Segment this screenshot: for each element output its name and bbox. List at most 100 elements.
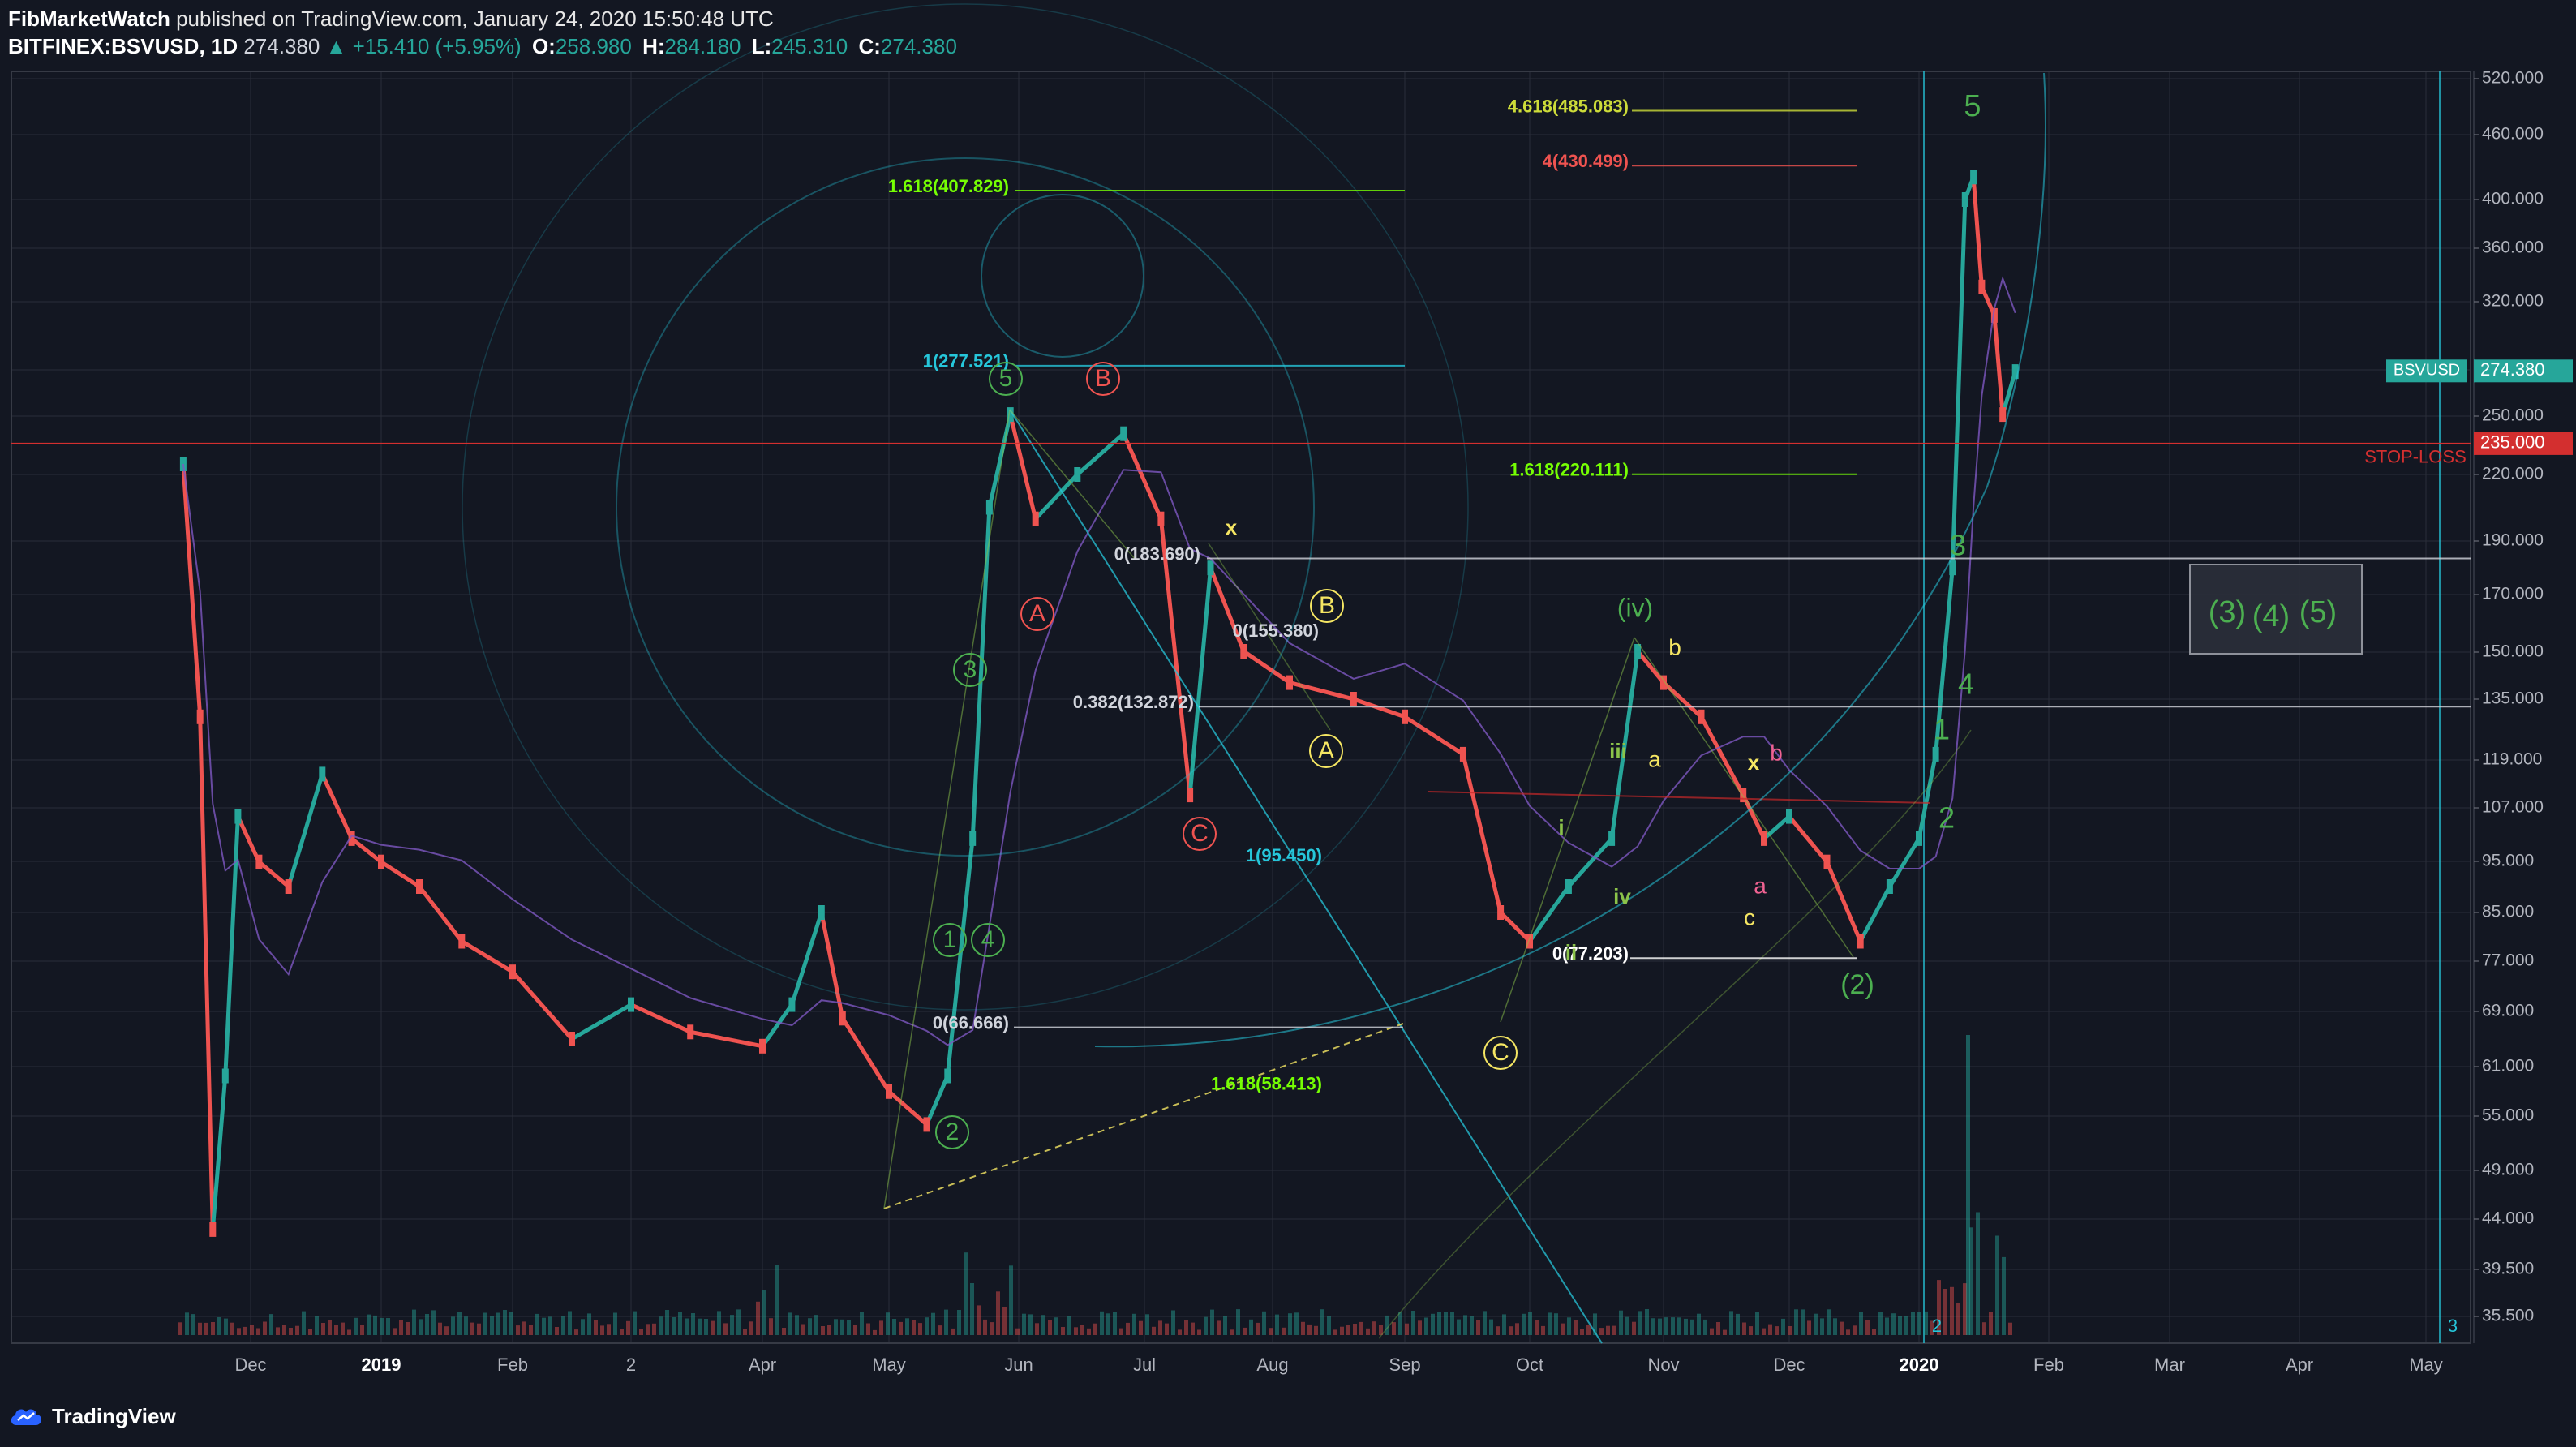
- wave-label: a: [1754, 873, 1767, 898]
- price-segment: [1566, 836, 1614, 889]
- volume-bar: [1606, 1325, 1610, 1335]
- volume-bar: [633, 1311, 637, 1335]
- volume-bar: [1982, 1322, 1986, 1335]
- volume-bar: [1106, 1313, 1110, 1335]
- price-segment: [350, 836, 384, 865]
- volume-bar: [1256, 1322, 1260, 1335]
- volume-bar: [1405, 1323, 1409, 1335]
- price-candle: [687, 1024, 694, 1040]
- volume-bar: [535, 1313, 539, 1335]
- time-tick-label: Mar: [2154, 1355, 2185, 1375]
- volume-bar: [263, 1321, 267, 1335]
- volume-bar: [1658, 1318, 1662, 1335]
- price-candle: [1565, 879, 1572, 894]
- price-candle: [1999, 407, 2007, 423]
- price-segment: [1158, 517, 1192, 797]
- volume-bar: [1522, 1313, 1526, 1335]
- volume-bar: [1878, 1312, 1883, 1335]
- volume-bar: [652, 1323, 656, 1335]
- volume-bar: [1392, 1322, 1396, 1335]
- volume-bar: [516, 1325, 520, 1335]
- volume-bar: [587, 1313, 591, 1335]
- volume-bar: [1152, 1326, 1156, 1335]
- price-segment: [1971, 174, 1984, 290]
- time-tick-label: Aug: [1256, 1355, 1288, 1375]
- volume-bar: [269, 1314, 273, 1335]
- volume-bar: [1411, 1311, 1415, 1335]
- volume-bar: [1593, 1313, 1597, 1335]
- price-tick-label: 77.000: [2482, 951, 2534, 970]
- volume-bar: [1184, 1320, 1188, 1335]
- volume-bar: [723, 1323, 728, 1335]
- volume-bar: [600, 1325, 604, 1335]
- price-candle: [209, 1222, 217, 1237]
- price-candle: [839, 1011, 846, 1026]
- price-segment: [1351, 697, 1407, 719]
- volume-bar: [866, 1323, 870, 1335]
- wave-label: 3: [1950, 529, 1966, 562]
- wave-label-circle: [933, 923, 967, 957]
- volume-bar: [1359, 1321, 1363, 1335]
- tradingview-logo[interactable]: TradingView: [8, 1400, 176, 1432]
- target-box: [2189, 564, 2363, 655]
- volume-bar: [912, 1320, 916, 1335]
- author-name[interactable]: FibMarketWatch: [8, 6, 170, 31]
- price-candle: [416, 879, 423, 894]
- volume-bar: [938, 1325, 942, 1335]
- volume-bar: [451, 1316, 455, 1335]
- stop-loss-label: STOP-LOSS: [2364, 447, 2467, 467]
- wave-path-line: [1500, 637, 1635, 1023]
- price-axis[interactable]: 520.000460.000400.000360.000320.000275.0…: [2474, 69, 2576, 1343]
- volume-bar: [1989, 1312, 1993, 1335]
- volume-bar: [1775, 1326, 1779, 1335]
- volume-bar: [782, 1328, 786, 1335]
- high-value: 284.180: [664, 34, 741, 58]
- wave-label: x: [1226, 515, 1238, 539]
- price-candle: [1857, 934, 1864, 949]
- price-tick-label: 44.000: [2482, 1209, 2534, 1228]
- volume-bar: [1262, 1311, 1266, 1335]
- volume-bar: [1716, 1322, 1720, 1335]
- volume-bar: [1801, 1309, 1805, 1335]
- volume-bar: [1807, 1320, 1811, 1335]
- price-tick-label: 520.000: [2482, 69, 2544, 88]
- price-segment: [1950, 197, 1968, 570]
- volume-bar: [1963, 1283, 1967, 1335]
- volume-bar: [691, 1313, 695, 1335]
- volume-bar: [613, 1312, 617, 1335]
- wave-label-circle: [953, 653, 987, 687]
- volume-bar: [373, 1315, 377, 1335]
- volume-bar: [1632, 1321, 1636, 1335]
- volume-bar: [224, 1318, 228, 1335]
- volume-bar: [1093, 1323, 1097, 1335]
- price-segment: [925, 1074, 950, 1127]
- symbol-name[interactable]: BITFINEX:BSVUSD, 1D: [8, 34, 238, 58]
- price-candle: [1970, 170, 1977, 185]
- volume-bar: [788, 1312, 792, 1335]
- volume-bar: [698, 1318, 702, 1335]
- price-segment: [760, 1003, 794, 1049]
- price-candle: [1660, 675, 1667, 690]
- price-candle: [886, 1084, 892, 1099]
- volume-bar: [1132, 1313, 1136, 1335]
- volume-bar: [1372, 1321, 1376, 1335]
- last-price: 274.380: [243, 34, 320, 58]
- time-axis[interactable]: Dec 2019 Feb 2 Apr May Jun Jul Aug Sep Oct Nov Dec 20…: [234, 1355, 2442, 1375]
- price-tick-label: 85.000: [2482, 903, 2534, 921]
- volume-bar: [1703, 1319, 1707, 1335]
- fib-arc: [1094, 72, 2046, 1048]
- volume-bar: [444, 1326, 449, 1335]
- volume-bar: [646, 1324, 650, 1335]
- volume-bar: [1697, 1313, 1701, 1335]
- price-tick-label: 119.000: [2482, 750, 2542, 769]
- price-tick-label: 55.000: [2482, 1106, 2534, 1125]
- volume-bar: [1599, 1328, 1604, 1335]
- volume-bar: [211, 1322, 215, 1335]
- volume-bar: [1249, 1319, 1253, 1335]
- volume-bar: [659, 1316, 663, 1335]
- volume-bar: [1580, 1329, 1584, 1335]
- volume-bar: [1074, 1327, 1078, 1335]
- volume-bar: [1794, 1309, 1798, 1335]
- volume-bar: [1865, 1320, 1870, 1335]
